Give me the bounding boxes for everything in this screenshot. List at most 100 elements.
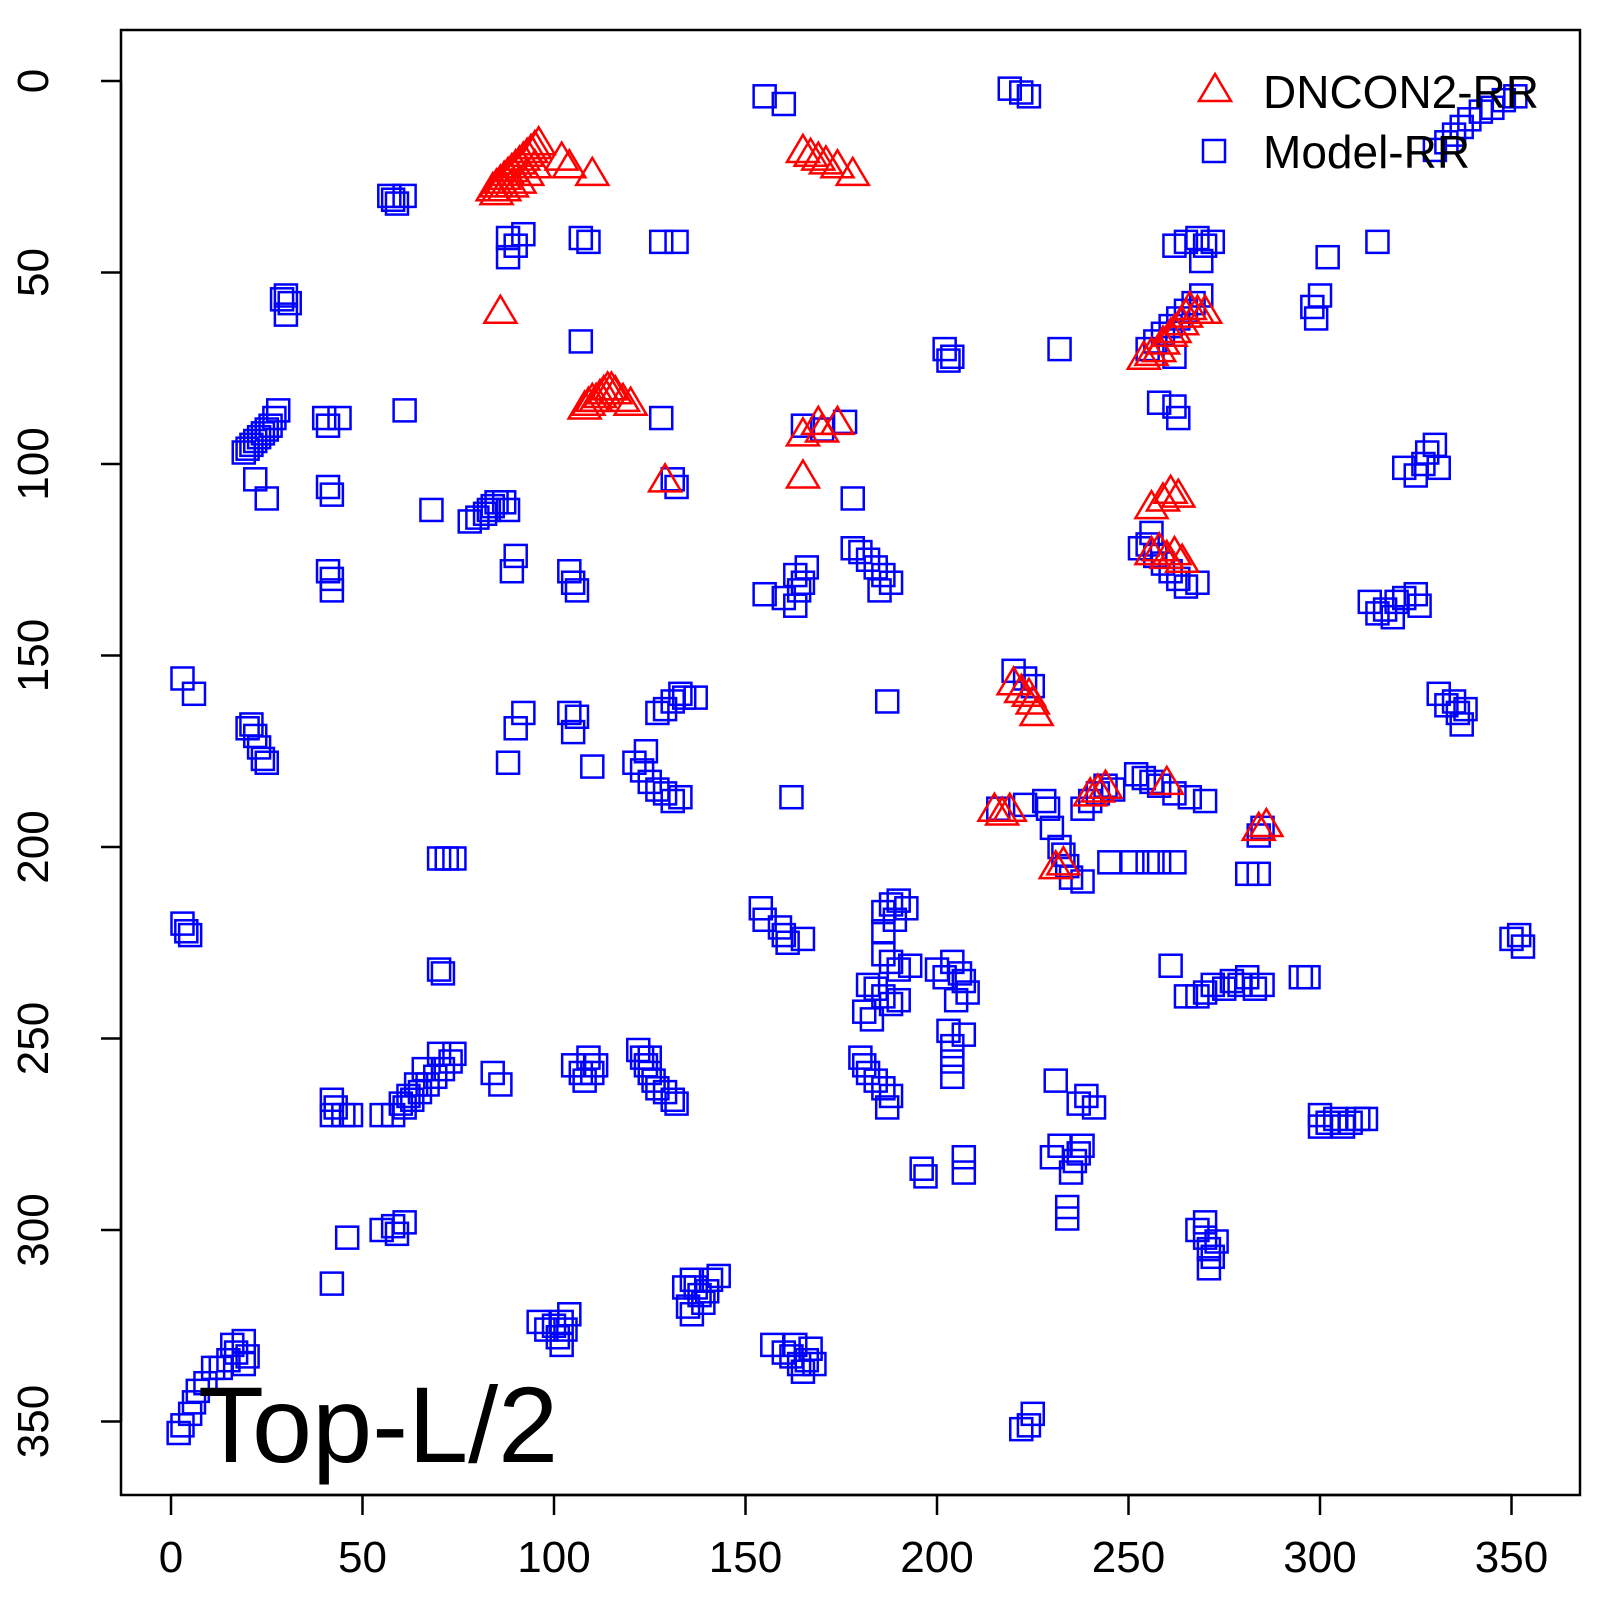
dncon2-rr-point-44 — [803, 412, 841, 443]
model-rr-point-292 — [1196, 1236, 1222, 1262]
model-rr-point-189 — [878, 892, 904, 917]
dncon2-rr-point-59 — [1152, 473, 1189, 505]
model-rr-point-80 — [936, 348, 961, 373]
y-tick-label-4: 200 — [9, 810, 58, 883]
model-rr-point-227 — [951, 1160, 977, 1185]
model-rr-point-343 — [319, 1271, 345, 1296]
dncon2-rr-point-66 — [995, 664, 1032, 696]
model-rr-point-20 — [664, 229, 689, 255]
dncon2-rr-point-25 — [807, 143, 845, 175]
model-rr-point-281 — [1081, 1095, 1107, 1120]
model-rr-point-151 — [250, 746, 276, 772]
model-rr-point-180 — [426, 957, 452, 982]
dncon2-rr-point-73 — [991, 791, 1028, 822]
model-rr-point-15 — [511, 221, 536, 247]
model-rr-point-6 — [384, 191, 410, 216]
model-rr-point-17 — [568, 225, 594, 251]
model-rr-point-301 — [1338, 1110, 1363, 1136]
x-tick-label-3: 150 — [709, 1533, 782, 1582]
model-rr-point-224 — [909, 1156, 934, 1181]
model-rr-point-21 — [568, 329, 594, 354]
model-rr-point-19 — [648, 229, 674, 255]
x-tick-label-2: 100 — [517, 1533, 590, 1582]
model-rr-point-249 — [1146, 773, 1172, 798]
model-rr-point-0 — [752, 84, 777, 109]
x-tick-label-5: 250 — [1092, 1533, 1165, 1582]
model-rr-point-50 — [491, 490, 517, 515]
model-rr-point-259 — [1246, 861, 1271, 887]
model-rr-point-211 — [874, 1095, 900, 1120]
dncon2-rr-point-18 — [516, 147, 554, 179]
x-tick-label-1: 50 — [338, 1533, 387, 1582]
model-rr-point-342 — [637, 1045, 662, 1070]
model-rr-point-174 — [683, 685, 708, 710]
model-rr-point-219 — [936, 1018, 961, 1044]
model-rr-point-172 — [668, 681, 693, 707]
model-rr-point-79 — [940, 344, 965, 370]
dncon2-rr-point-23 — [792, 136, 829, 168]
y-tick-label-2: 100 — [9, 427, 58, 500]
model-rr-point-157 — [557, 700, 582, 726]
model-rr-point-321 — [411, 1056, 437, 1082]
dncon2-rr-point-17 — [508, 155, 546, 187]
model-rr-point-190 — [886, 888, 911, 913]
dncon2-rr-point-41 — [784, 458, 822, 489]
model-rr-point-207 — [855, 1060, 881, 1086]
model-rr-point-304 — [1307, 1114, 1333, 1139]
y-tick-label-5: 250 — [9, 1002, 58, 1075]
dncon2-rr-point-45 — [819, 404, 856, 436]
model-rr-point-209 — [871, 1076, 896, 1101]
model-rr-point-340 — [660, 1087, 685, 1113]
model-rr-point-341 — [664, 1091, 689, 1116]
model-rr-point-66 — [783, 562, 808, 588]
model-rr-point-34 — [311, 405, 337, 431]
model-rr-point-274 — [1296, 964, 1321, 990]
model-rr-point-133 — [1449, 712, 1474, 737]
model-rr-point-156 — [495, 750, 521, 775]
model-rr-point-324 — [388, 1091, 414, 1116]
model-rr-point-38 — [315, 474, 341, 500]
dncon2-rr-point-75 — [1079, 772, 1117, 803]
model-rr-point-303 — [1353, 1106, 1379, 1132]
model-rr-point-28 — [258, 413, 283, 438]
dncon2-rr-point-47 — [1133, 335, 1170, 367]
model-rr-point-153 — [239, 712, 264, 737]
x-tick-label-0: 0 — [159, 1533, 183, 1582]
dncon2-rr-point-77 — [1148, 764, 1185, 796]
model-rr-point-73 — [867, 578, 892, 603]
model-rr-point-68 — [848, 539, 873, 565]
model-rr-point-204 — [851, 999, 877, 1024]
x-tick-label-4: 200 — [900, 1533, 973, 1582]
model-rr-point-9 — [273, 283, 299, 308]
dncon2-rr-point-50 — [1152, 316, 1189, 348]
model-rr-point-241 — [1070, 796, 1095, 821]
dncon2-rr-point-72 — [983, 795, 1021, 826]
model-rr-point-221 — [940, 1049, 965, 1074]
model-rr-point-5 — [377, 183, 402, 209]
model-rr-point-388 — [235, 1344, 260, 1369]
model-rr-point-296 — [1192, 1210, 1218, 1235]
model-rr-point-194 — [871, 941, 896, 967]
model-rr-point-36 — [327, 405, 352, 431]
model-rr-point-168 — [633, 739, 659, 764]
model-rr-point-247 — [1131, 765, 1157, 791]
model-rr-point-185 — [771, 922, 797, 948]
model-rr-point-81 — [1047, 336, 1072, 362]
model-rr-point-70 — [863, 555, 888, 580]
model-rr-point-42 — [319, 578, 345, 603]
dncon2-rr-point-54 — [1171, 289, 1208, 321]
y-tick-label-3: 150 — [9, 619, 58, 692]
model-rr-point-97 — [1146, 390, 1172, 415]
model-rr-point-330 — [580, 1060, 605, 1086]
model-rr-point-29 — [262, 405, 287, 431]
model-rr-point-1 — [771, 91, 797, 117]
model-rr-point-201 — [878, 991, 904, 1017]
dncon2-rr-point-70 — [1018, 695, 1055, 727]
model-rr-point-18 — [576, 229, 601, 255]
model-rr-point-64 — [752, 581, 777, 607]
model-rr-point-136 — [1441, 122, 1467, 147]
model-rr-point-265 — [1192, 980, 1218, 1005]
model-rr-point-152 — [254, 750, 279, 775]
